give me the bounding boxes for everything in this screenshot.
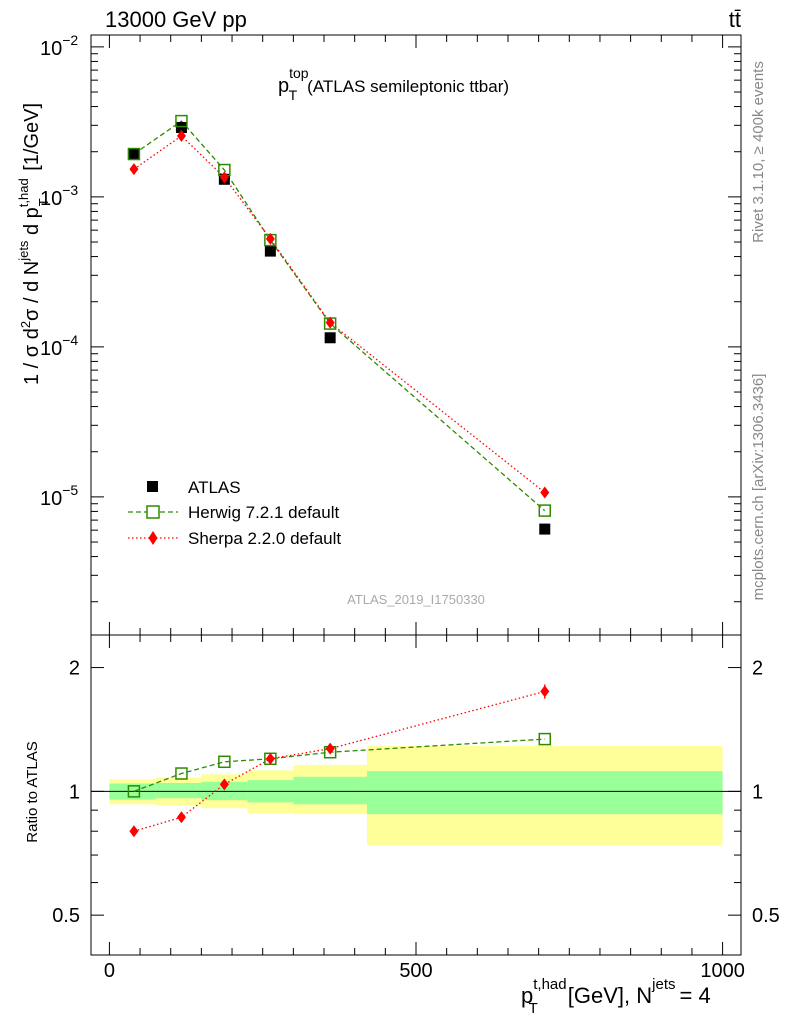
atlas-point	[264, 245, 276, 257]
ratio-sherpa-line	[133, 690, 545, 832]
x-axis-label: pt,had T[GeV], Njets = 4	[521, 976, 711, 1017]
ratio-sherpa-point	[265, 752, 275, 765]
legend-sherpa-marker	[148, 531, 158, 545]
sherpa-point	[265, 232, 275, 245]
atlas-point	[324, 332, 336, 344]
legend-herwig-label: Herwig 7.2.1 default	[188, 503, 339, 522]
ratio-bands	[91, 745, 741, 846]
herwig-line	[133, 120, 546, 512]
ratio-band-inner	[155, 782, 202, 799]
x-tick-label: 0	[104, 960, 115, 982]
upper-data	[127, 114, 552, 535]
mcplots-label: mcplots.cern.ch [arXiv:1306.3436]	[750, 374, 767, 601]
herwig-point	[127, 147, 141, 161]
y-tick-label: 10−2	[40, 32, 78, 60]
legend-atlas-label: ATLAS	[188, 478, 241, 497]
y-tick-label: 10−3	[40, 182, 78, 210]
atlas-point	[128, 148, 140, 160]
lower-y-axis-label: Ratio to ATLAS	[24, 741, 41, 842]
sherpa-point	[325, 316, 335, 329]
atlas-point	[539, 523, 551, 535]
ratio-herwig-line	[133, 738, 545, 792]
y-tick-label: 10−5	[40, 482, 78, 510]
legend-herwig-marker	[146, 505, 160, 519]
plot-title: ptop T (ATLAS semileptonic ttbar)	[278, 65, 509, 103]
herwig-point	[175, 114, 188, 128]
legend: ATLAS Herwig 7.2.1 default Sherpa 2.2.0 …	[128, 478, 341, 548]
energy-label: 13000 GeV pp	[105, 7, 247, 32]
lower-ticks	[91, 635, 741, 956]
ratio-band-inner	[293, 776, 367, 805]
sherpa-point	[176, 129, 186, 142]
ratio-herwig-point	[538, 732, 552, 746]
upper-y-axis-label: 1 / σ d2σ / d Njets d pt,had T [1/GeV]	[16, 103, 51, 385]
sherpa-line	[133, 135, 546, 493]
lower-panel: 0.5 0.5 1 1 2 2 0 500 1000 Ratio to ATLAS pt,ha…	[24, 634, 780, 1017]
ratio-sherpa-point	[325, 742, 335, 755]
ratio-band-inner	[366, 771, 723, 815]
x-tick-labels: 0 500 1000	[104, 960, 745, 982]
x-tick-label: 500	[399, 960, 432, 982]
rivet-label: Rivet 3.1.10, ≥ 400k events	[750, 61, 767, 243]
y-tick-label: 10−4	[40, 332, 78, 360]
herwig-point	[538, 504, 552, 517]
sherpa-point	[129, 163, 139, 176]
sherpa-point	[219, 171, 229, 184]
process-label: tt̄	[729, 7, 741, 32]
ratio-y-tick-label-right: 1	[752, 781, 763, 803]
legend-sherpa-label: Sherpa 2.2.0 default	[188, 529, 341, 548]
ratio-y-tick-label-left: 0.5	[52, 905, 80, 927]
atlas-point	[175, 122, 187, 134]
lower-data	[127, 684, 552, 838]
ratio-y-tick-label-left: 2	[69, 658, 80, 680]
ratio-y-tick-label-left: 1	[69, 781, 80, 803]
ratio-herwig-point	[175, 767, 188, 780]
ratio-y-tick-label-right: 0.5	[752, 905, 780, 927]
x-tick-label: 1000	[700, 960, 745, 982]
ratio-y-tick-label-right: 2	[752, 658, 763, 680]
ratio-sherpa-point	[219, 778, 229, 791]
sherpa-point	[540, 486, 550, 499]
ratio-herwig-point	[218, 755, 231, 769]
watermark: ATLAS_2019_I1750330	[347, 592, 485, 607]
ratio-herwig-point	[127, 785, 141, 798]
ratio-sherpa-point	[176, 811, 186, 824]
ratio-sherpa-point	[129, 825, 139, 838]
upper-ticks	[91, 35, 741, 635]
lower-y-tick-labels: 0.5 0.5 1 1 2 2	[52, 658, 780, 928]
upper-panel: 10−2 10−3 10−4 10−5 ptop T (ATLAS semileptoni…	[16, 32, 742, 636]
upper-y-tick-labels: 10−2 10−3 10−4 10−5	[40, 32, 78, 510]
ratio-sherpa-point	[540, 685, 550, 698]
legend-atlas-marker	[147, 481, 158, 492]
